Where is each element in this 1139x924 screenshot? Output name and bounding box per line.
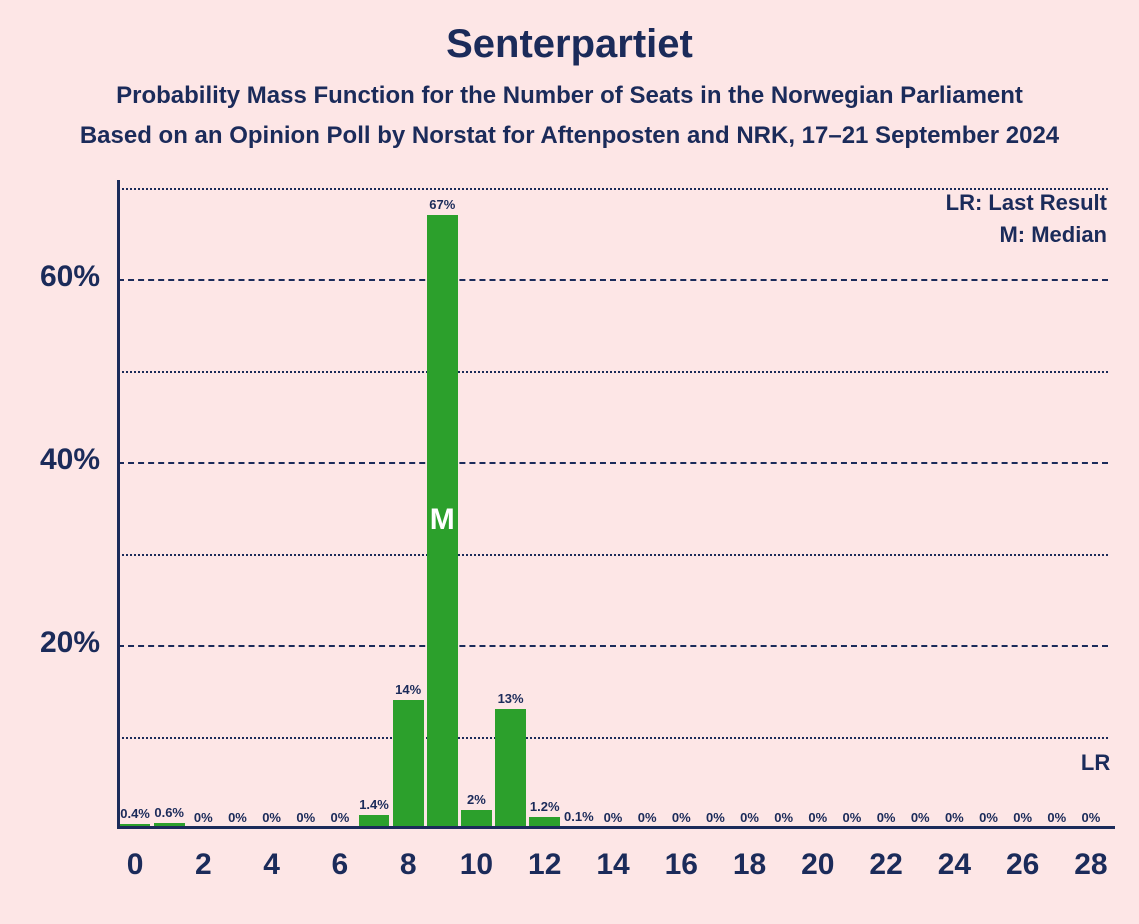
bar-value-label: 0%	[835, 810, 869, 825]
x-tick-label: 20	[788, 848, 848, 882]
x-tick-label: 28	[1061, 848, 1121, 882]
bar-value-label: 0%	[801, 810, 835, 825]
bar-value-label: 0%	[323, 810, 357, 825]
x-tick-label: 12	[515, 848, 575, 882]
x-axis	[117, 826, 1115, 829]
bar-value-label: 0.1%	[562, 809, 596, 824]
y-tick-label: 60%	[0, 260, 100, 294]
x-tick-label: 2	[173, 848, 233, 882]
gridline	[118, 462, 1108, 464]
x-tick-label: 0	[105, 848, 165, 882]
bar-value-label: 0%	[1006, 810, 1040, 825]
lr-marker: LR	[1081, 750, 1110, 776]
bar-value-label: 0%	[903, 810, 937, 825]
plot-area: 0.4%0.6%0%0%0%0%0%1.4%14%67%M2%13%1.2%0.…	[118, 188, 1108, 828]
x-tick-label: 14	[583, 848, 643, 882]
bar-value-label: 0%	[1074, 810, 1108, 825]
bar-value-label: 0%	[255, 810, 289, 825]
y-tick-label: 20%	[0, 626, 100, 660]
gridline	[118, 188, 1108, 190]
chart-canvas: © 2024 Filip van Laenen Senterpartiet Pr…	[0, 0, 1139, 924]
bar-value-label: 0%	[937, 810, 971, 825]
bar-value-label: 0%	[971, 810, 1005, 825]
y-tick-label: 40%	[0, 443, 100, 477]
bar-value-label: 0%	[289, 810, 323, 825]
gridline	[118, 645, 1108, 647]
x-tick-label: 26	[993, 848, 1053, 882]
bar-value-label: 67%	[425, 197, 459, 212]
bar-value-label: 0%	[698, 810, 732, 825]
chart-subtitle-1: Probability Mass Function for the Number…	[0, 82, 1139, 110]
gridline	[118, 371, 1108, 373]
median-marker: M	[425, 503, 459, 537]
bar-value-label: 0%	[732, 810, 766, 825]
x-tick-label: 24	[924, 848, 984, 882]
bar-value-label: 0%	[664, 810, 698, 825]
gridline	[118, 737, 1108, 739]
bar-value-label: 0%	[869, 810, 903, 825]
gridline	[118, 554, 1108, 556]
bar-value-label: 1.2%	[528, 799, 562, 814]
bar-value-label: 0%	[186, 810, 220, 825]
y-axis	[117, 180, 120, 828]
chart-subtitle-2: Based on an Opinion Poll by Norstat for …	[0, 122, 1139, 150]
bar-value-label: 1.4%	[357, 797, 391, 812]
chart-title: Senterpartiet	[0, 22, 1139, 67]
bar-value-label: 0%	[630, 810, 664, 825]
bar-value-label: 0.6%	[152, 805, 186, 820]
bar-value-label: 13%	[494, 691, 528, 706]
bar-value-label: 0%	[767, 810, 801, 825]
x-tick-label: 22	[856, 848, 916, 882]
bar-value-label: 14%	[391, 682, 425, 697]
x-tick-label: 16	[651, 848, 711, 882]
gridline	[118, 279, 1108, 281]
bar-value-label: 0.4%	[118, 806, 152, 821]
bar-value-label: 2%	[459, 792, 493, 807]
bar-value-label: 0%	[596, 810, 630, 825]
bar-value-label: 0%	[220, 810, 254, 825]
bar	[393, 700, 424, 828]
x-tick-label: 10	[446, 848, 506, 882]
x-tick-label: 8	[378, 848, 438, 882]
x-tick-label: 4	[242, 848, 302, 882]
bar-value-label: 0%	[1040, 810, 1074, 825]
x-tick-label: 18	[720, 848, 780, 882]
x-tick-label: 6	[310, 848, 370, 882]
bar	[495, 709, 526, 828]
